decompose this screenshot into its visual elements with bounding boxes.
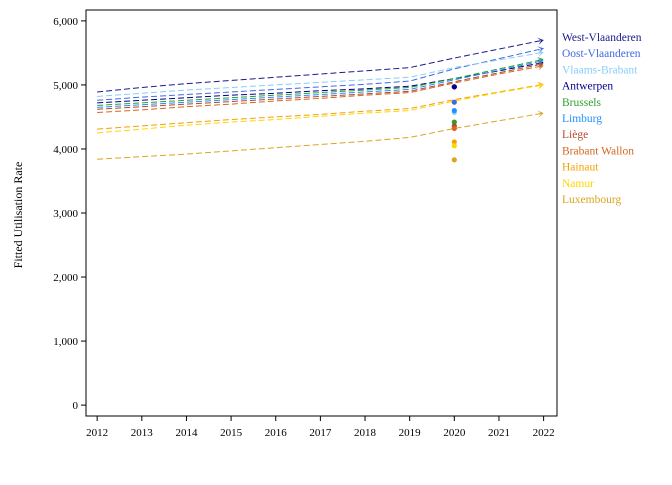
observed-point — [451, 84, 457, 90]
series-line — [97, 83, 544, 130]
series-arrowhead — [537, 63, 544, 71]
x-tick-label: 2020 — [443, 427, 466, 439]
series-arrowhead — [537, 37, 544, 45]
legend-entry: Hainaut — [562, 162, 599, 174]
y-tick-label: 4,000 — [53, 144, 78, 156]
series-line — [97, 112, 544, 160]
y-axis-title: Fitted Utilisation Rate — [11, 162, 25, 269]
y-axis: 0 1,000 2,000 3,000 4,000 5,000 6,000 — [53, 16, 86, 412]
x-tick-label: 2015 — [220, 427, 243, 439]
legend-entry: Antwerpen — [562, 81, 613, 93]
series-line — [97, 62, 544, 104]
y-tick-label: 6,000 — [53, 16, 78, 28]
legend: West-Vlaanderen Oost-Vlaanderen Vlaams-Bra… — [562, 32, 642, 206]
observed-point — [451, 107, 457, 114]
legend-entry: Limburg — [562, 113, 602, 125]
legend-entry: West-Vlaanderen — [562, 32, 642, 44]
x-tick-label: 2014 — [175, 427, 198, 439]
x-tick-label: 2018 — [354, 427, 377, 439]
legend-entry: Liège — [562, 129, 588, 141]
series-arrowhead — [537, 58, 544, 66]
series-line — [97, 63, 544, 110]
series-line — [97, 58, 544, 106]
legend-entry: Brabant Wallon — [562, 145, 634, 157]
x-tick-label: 2016 — [265, 427, 288, 439]
series-line — [97, 39, 544, 93]
series-arrowhead — [537, 82, 544, 90]
series-arrowhead — [537, 61, 544, 69]
series-arrowhead — [537, 49, 544, 57]
observed-point — [451, 139, 457, 145]
y-tick-label: 0 — [73, 400, 79, 412]
series-line — [97, 51, 544, 97]
legend-entry: Namur — [562, 178, 594, 190]
observed-point — [451, 125, 457, 132]
y-tick-label: 3,000 — [53, 208, 78, 220]
x-tick-label: 2012 — [86, 427, 108, 439]
x-tick-label: 2017 — [309, 427, 332, 439]
observed-points — [451, 84, 457, 163]
y-tick-label: 5,000 — [53, 80, 78, 92]
observed-point — [451, 99, 457, 105]
x-axis: 2012 2013 2014 2015 2016 2017 2018 2019 2020 2021… — [86, 416, 555, 439]
legend-entry: Vlaams-Brabant — [562, 64, 638, 76]
series-arrowhead — [537, 110, 544, 118]
series-lines — [97, 37, 544, 160]
x-tick-label: 2021 — [488, 427, 510, 439]
plot-frame — [85, 9, 558, 417]
x-tick-label: 2019 — [399, 427, 422, 439]
y-tick-label: 1,000 — [53, 336, 78, 348]
observed-point — [451, 143, 457, 149]
legend-entry: Brussels — [562, 97, 602, 109]
observed-point — [451, 119, 457, 125]
series-line — [97, 60, 544, 108]
series-arrowhead — [537, 46, 544, 54]
y-tick-label: 2,000 — [53, 272, 78, 284]
observed-point — [451, 157, 457, 163]
series-line — [97, 65, 544, 113]
x-tick-label: 2022 — [533, 427, 555, 439]
legend-entry: Luxembourg — [562, 194, 621, 206]
series-arrowhead — [537, 56, 544, 65]
legend-entry: Oost-Vlaanderen — [562, 48, 641, 60]
series-line — [97, 84, 544, 134]
x-tick-label: 2013 — [131, 427, 154, 439]
